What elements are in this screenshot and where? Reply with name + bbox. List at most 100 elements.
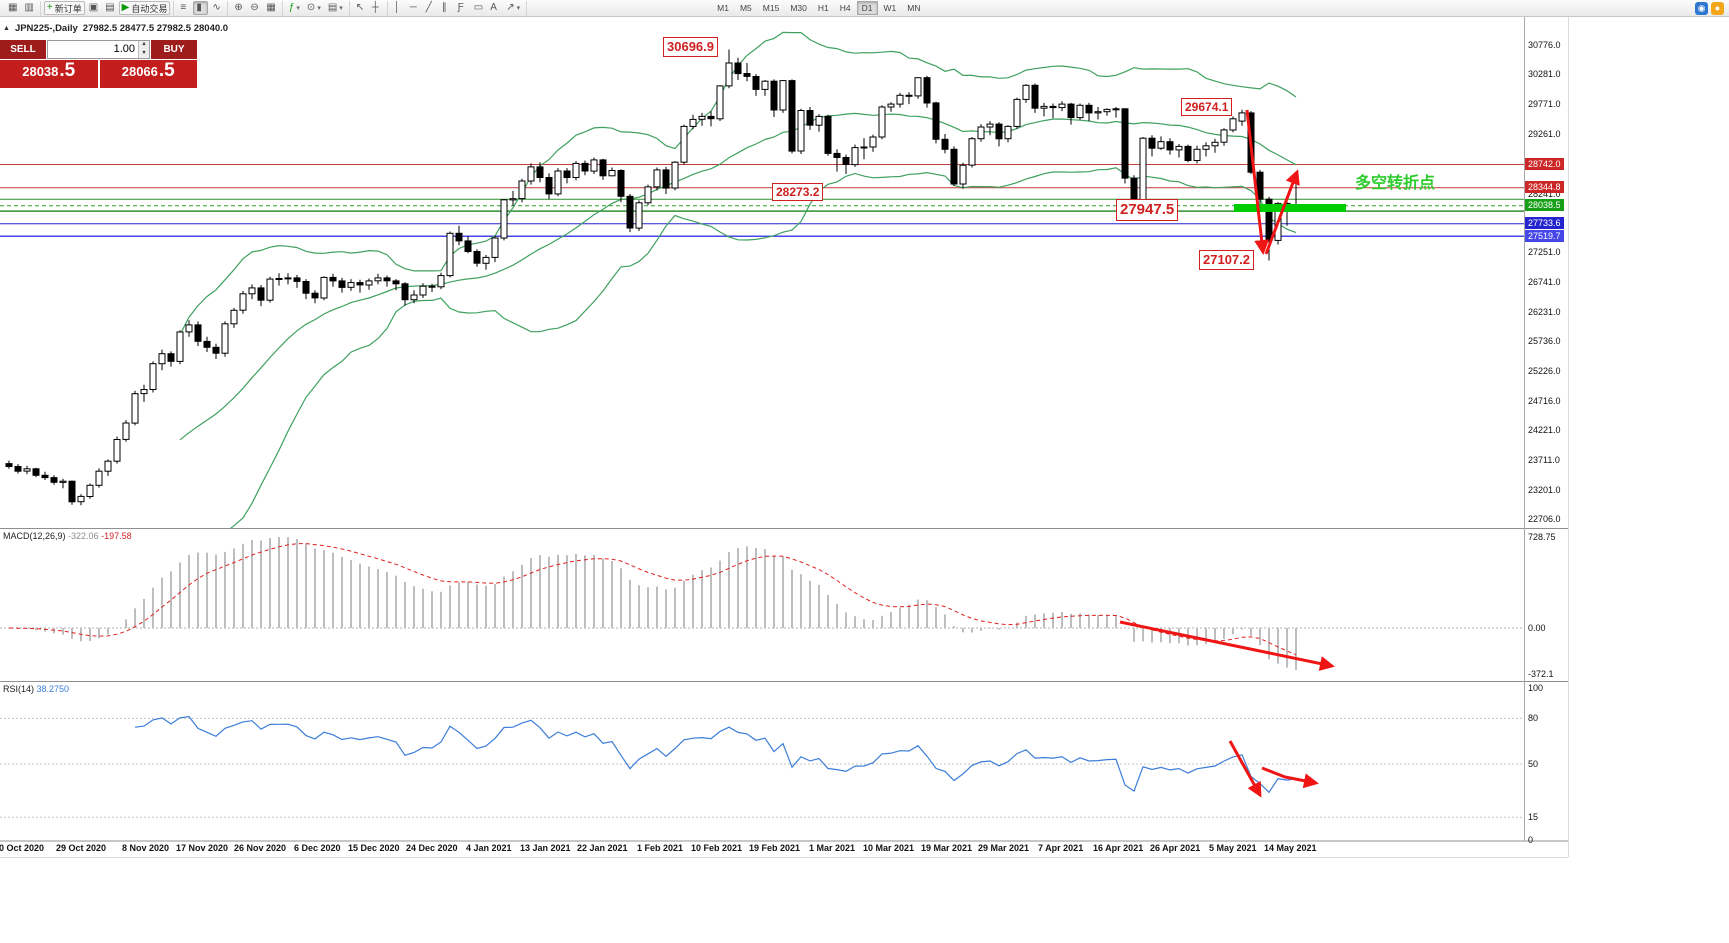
templates-icon[interactable]: ▤ ▾ — [327, 2, 343, 13]
red-arrow[interactable] — [1261, 766, 1319, 789]
volume-spinner[interactable]: ▴ ▾ — [138, 41, 149, 58]
volume-input[interactable]: 1.00 ▴ ▾ — [47, 40, 150, 59]
arrows-tool-icon[interactable]: ↗ ▾ — [506, 2, 521, 13]
date-axis-label: 1 Feb 2021 — [637, 843, 684, 853]
notifications-icon[interactable]: ● — [1711, 1, 1724, 15]
indicators-icon[interactable]: ƒ ▾ — [288, 2, 300, 13]
annotation-low-27107[interactable]: 27107.2 — [1199, 250, 1254, 270]
timeframe-MN[interactable]: MN — [907, 3, 921, 13]
autotrading-button[interactable]: ▶ 自动交易 — [118, 1, 171, 15]
trendline-icon[interactable]: ╱ — [425, 2, 432, 13]
green-highlight-bar[interactable] — [1234, 204, 1346, 212]
timeframe-M5[interactable]: M5 — [739, 3, 752, 13]
rsi-axis-label: 50 — [1528, 759, 1539, 769]
date-axis-label: 19 Mar 2021 — [921, 843, 973, 853]
timeframe-M30[interactable]: M30 — [790, 3, 807, 13]
macd-axis-label: 0.00 — [1528, 623, 1546, 633]
zoom-in-icon[interactable]: ⊕ — [234, 2, 243, 13]
price-axis-badge: 27733.6 — [1525, 217, 1564, 230]
community-icon[interactable]: ◉ — [1695, 1, 1708, 15]
rsi-pane — [0, 715, 1524, 818]
date-axis-label: 16 Apr 2021 — [1093, 843, 1144, 853]
rsi-axis-label: 100 — [1528, 683, 1544, 693]
buy-price[interactable]: 28066 .5 — [99, 60, 197, 88]
timeframe-M15[interactable]: M15 — [762, 3, 780, 13]
pane-separators[interactable] — [0, 17, 1569, 858]
price-axis-label: 25226.0 — [1528, 365, 1561, 376]
new-order-button[interactable]: + 新订单 — [43, 1, 85, 15]
tile-windows-icon[interactable]: ▦ — [266, 2, 276, 13]
candlestick-icon[interactable]: ▮ — [193, 1, 209, 15]
zoom-out-icon[interactable]: ⊖ — [250, 2, 259, 13]
red-arrow[interactable] — [1119, 620, 1335, 671]
timeframe-H1[interactable]: H1 — [817, 3, 829, 13]
price-axis-label: 23711.0 — [1528, 454, 1560, 465]
date-axis-label: 13 Jan 2021 — [520, 843, 571, 853]
annotation-turning-point[interactable]: 多空转折点 — [1355, 175, 1436, 192]
price-axis-badge: 28742.0 — [1525, 157, 1564, 170]
price-axis-label: 24221.0 — [1528, 425, 1561, 435]
profiles-icon[interactable]: ▥ — [24, 2, 34, 13]
date-axis-label: 4 Jan 2021 — [466, 843, 512, 853]
toolbar-groups: ▦ ▥ + 新订单 ▣ ▤ ▶ 自动交易 ≡ ▮ ∿ ⊕ ⊖ ▦ ƒ ▾ ⊙ ▾ ▤ ▾ ↖ ┼ │ ─ ╱ ∥ Ƒ ▭ A ↗ ▾ — [2, 0, 528, 16]
fibonacci-icon[interactable]: Ƒ — [457, 2, 464, 13]
sell-price[interactable]: 28038 .5 — [0, 60, 98, 88]
macd-main-value: -322.06 — [68, 531, 99, 541]
date-axis-label: 17 Nov 2020 — [176, 843, 229, 853]
buy-button[interactable]: BUY — [151, 40, 197, 59]
sell-price-frac: .5 — [59, 60, 76, 81]
timeframe-M1[interactable]: M1 — [717, 3, 729, 13]
price-axis-label: 30281.0 — [1528, 69, 1561, 80]
annotation-level-27947[interactable]: 27947.5 — [1116, 199, 1179, 222]
toolbar-group: ⊕ ⊖ ▦ — [228, 0, 283, 16]
horizontal-line-icon[interactable]: ─ — [409, 2, 417, 13]
market-watch-icon[interactable]: ▤ — [105, 2, 115, 13]
price-axis-label: 22706.0 — [1528, 514, 1561, 524]
trade-panel-row-top: SELL 1.00 ▴ ▾ BUY — [0, 40, 197, 59]
chart-windows-icon[interactable]: ▣ — [88, 2, 99, 13]
timeframe-W1[interactable]: W1 — [883, 3, 897, 13]
timeframe-D1[interactable]: D1 — [856, 1, 878, 15]
line-chart-icon[interactable]: ∿ — [212, 2, 221, 13]
bar-chart-icon[interactable]: ≡ — [180, 2, 187, 13]
shapes-icon[interactable]: ▭ — [473, 2, 484, 13]
timeframe-H4[interactable]: H4 — [839, 3, 851, 13]
spinner-up-icon[interactable]: ▴ — [139, 41, 149, 50]
date-axis-label: 10 Mar 2021 — [863, 843, 915, 853]
vertical-line-icon[interactable]: │ — [393, 2, 401, 13]
date-axis-label: 20 Oct 2020 — [0, 843, 45, 853]
spinner-down-icon[interactable]: ▾ — [139, 49, 149, 58]
macd-name: MACD(12,26,9) — [3, 531, 66, 541]
annotation-high-29674[interactable]: 29674.1 — [1181, 98, 1233, 117]
periods-icon[interactable]: ⊙ ▾ — [306, 2, 321, 13]
macd-axis-label: 728.75 — [1528, 532, 1556, 542]
date-axis-label: 7 Apr 2021 — [1038, 843, 1084, 853]
annotation-high-30696[interactable]: 30696.9 — [663, 37, 718, 57]
text-icon[interactable]: A — [490, 2, 497, 13]
price-axis-label: 24716.0 — [1528, 395, 1561, 406]
date-axis-label: 29 Oct 2020 — [56, 843, 107, 853]
crosshair-icon[interactable]: ┼ — [371, 2, 379, 13]
volume-value[interactable]: 1.00 — [113, 43, 135, 55]
date-axis-label: 6 Dec 2020 — [294, 843, 341, 853]
price-axis-label: 29771.0 — [1528, 99, 1561, 110]
chart-shift-icon[interactable]: ▲ — [3, 25, 10, 32]
price-axis-label: 26231.0 — [1528, 306, 1561, 317]
date-axis-label: 8 Nov 2020 — [122, 843, 170, 853]
red-arrow[interactable] — [1264, 169, 1300, 255]
trade-panel-row-prices: 28038 .5 28066 .5 — [0, 60, 197, 88]
red-arrow[interactable] — [1228, 740, 1262, 798]
cursor-icon[interactable]: ↖ — [355, 2, 365, 13]
new-chart-icon[interactable]: ▦ — [8, 2, 18, 13]
annotation-level-28273[interactable]: 28273.2 — [772, 183, 824, 202]
toolbar-group: + 新订单 ▣ ▤ ▶ 自动交易 — [41, 0, 175, 16]
rsi-axis-label: 80 — [1528, 713, 1539, 724]
date-axis-label: 19 Feb 2021 — [749, 843, 801, 853]
channel-icon[interactable]: ∥ — [441, 2, 447, 13]
date-axis-label: 1 Mar 2021 — [809, 843, 856, 853]
toolbar-right-icons: ◉ ● — [1695, 1, 1727, 15]
sell-button[interactable]: SELL — [0, 40, 46, 59]
bollinger-bands — [179, 31, 1297, 528]
red-arrow[interactable] — [1245, 109, 1270, 255]
